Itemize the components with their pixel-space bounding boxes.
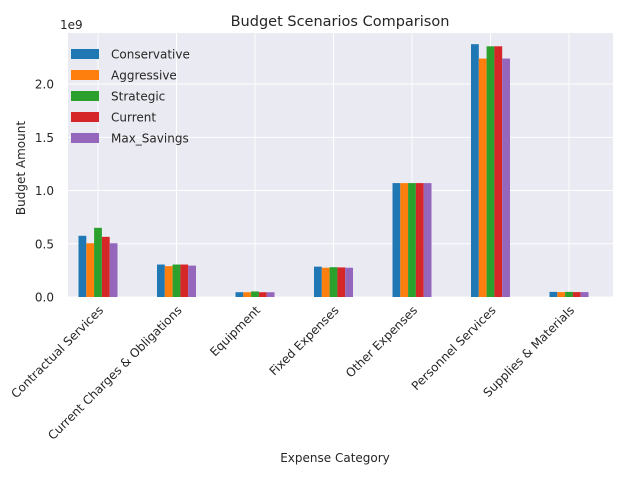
x-axis-label: Expense Category xyxy=(280,451,390,465)
bar-conservative xyxy=(471,44,479,298)
bar-strategic xyxy=(172,264,181,297)
chart-title: Budget Scenarios Comparison xyxy=(231,14,450,30)
bar-max-savings xyxy=(580,292,589,297)
bar-current xyxy=(494,46,503,297)
legend-swatch xyxy=(71,133,99,143)
legend-swatch xyxy=(71,91,99,101)
bars xyxy=(78,44,589,298)
bar-aggressive xyxy=(557,292,566,297)
legend-label: Max_Savings xyxy=(111,132,189,146)
bar-aggressive xyxy=(86,243,95,297)
plot-area xyxy=(68,33,613,297)
bar-strategic xyxy=(565,291,573,297)
y-tick-label: 1.5 xyxy=(35,131,54,145)
bar-aggressive xyxy=(478,58,487,297)
y-tick-label: 0.0 xyxy=(35,291,54,305)
bar-aggressive xyxy=(164,266,173,297)
bar-current xyxy=(101,236,110,297)
bar-aggressive xyxy=(400,183,409,297)
bar-strategic xyxy=(251,291,259,297)
bar-conservative xyxy=(549,291,558,297)
bar-strategic xyxy=(486,46,495,297)
bar-conservative xyxy=(392,183,401,297)
bar-strategic xyxy=(94,227,102,297)
y-tick-label: 2.0 xyxy=(35,78,54,92)
bar-current xyxy=(180,264,189,297)
bar-max-savings xyxy=(502,58,510,297)
bar-strategic xyxy=(408,183,416,297)
legend: Conservative Aggressive Strategic Current Ma… xyxy=(71,48,190,146)
y-axis-ticks: 0.0 0.5 1.0 1.5 2.0 xyxy=(35,78,54,305)
bar-strategic xyxy=(329,267,338,297)
x-tick-label: Personnel Services xyxy=(409,303,499,393)
bar-current xyxy=(258,292,267,297)
bar-aggressive xyxy=(243,292,252,297)
legend-label: Strategic xyxy=(111,90,165,104)
y-tick-label: 0.5 xyxy=(35,237,54,251)
bar-max-savings xyxy=(188,265,196,297)
bar-aggressive xyxy=(321,267,330,297)
x-tick-label: Supplies & Materials xyxy=(480,303,577,400)
bar-max-savings xyxy=(345,267,353,297)
x-tick-label: Current Charges & Obligations xyxy=(45,303,184,442)
y-tick-label: 1.0 xyxy=(35,184,54,198)
bar-max-savings xyxy=(266,292,275,297)
bar-conservative xyxy=(157,264,165,297)
legend-swatch xyxy=(71,49,99,59)
y-axis-label: Budget Amount xyxy=(14,121,28,215)
bar-conservative xyxy=(314,266,322,297)
y-axis-offset-text: 1e9 xyxy=(60,18,83,32)
x-tick-label: Other Expenses xyxy=(343,303,420,380)
legend-label: Aggressive xyxy=(111,69,177,83)
bar-current xyxy=(572,292,581,297)
bar-conservative xyxy=(235,292,244,297)
legend-label: Current xyxy=(111,111,156,125)
bar-current xyxy=(337,267,346,297)
bar-current xyxy=(415,183,424,297)
x-tick-label: Fixed Expenses xyxy=(267,303,342,378)
x-tick-label: Equipment xyxy=(207,303,263,359)
legend-swatch xyxy=(71,70,99,80)
bar-max-savings xyxy=(109,243,118,297)
bar-conservative xyxy=(78,235,87,297)
legend-label: Conservative xyxy=(111,48,190,62)
bar-max-savings xyxy=(423,183,432,297)
legend-swatch xyxy=(71,112,99,122)
